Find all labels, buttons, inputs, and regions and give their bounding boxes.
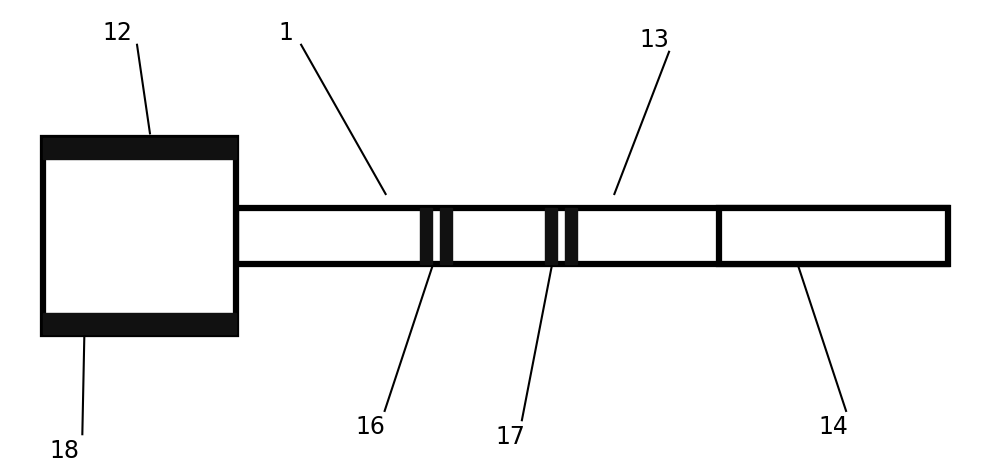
Bar — [43, 138, 236, 334]
Text: 18: 18 — [49, 438, 79, 463]
Bar — [545, 208, 557, 264]
Bar — [43, 138, 236, 159]
Text: 1: 1 — [279, 21, 294, 45]
Text: 17: 17 — [495, 425, 525, 448]
Bar — [43, 313, 236, 334]
Bar — [565, 208, 577, 264]
Text: 12: 12 — [102, 21, 132, 45]
Text: 13: 13 — [639, 28, 669, 52]
Bar — [719, 208, 948, 264]
Text: 16: 16 — [356, 415, 386, 439]
Bar — [236, 208, 947, 264]
Text: 14: 14 — [818, 415, 848, 439]
Bar — [420, 208, 432, 264]
Bar — [440, 208, 452, 264]
